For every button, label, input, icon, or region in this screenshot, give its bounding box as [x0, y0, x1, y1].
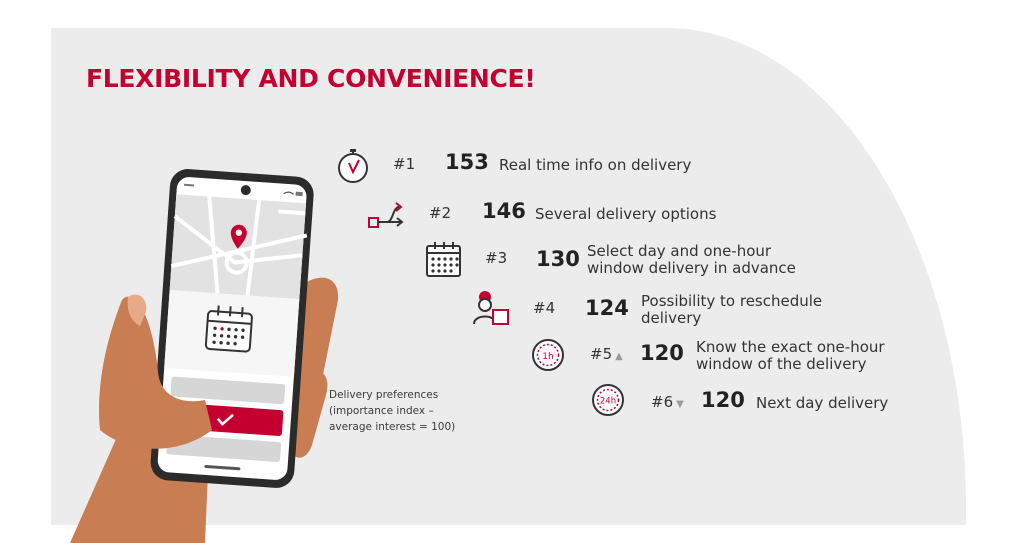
- preference-row: #3 130 Select day and one-hour window de…: [424, 240, 844, 280]
- score-value: 124: [585, 296, 629, 320]
- trend-up-icon: ▲: [615, 351, 623, 362]
- preference-label: Real time info on delivery: [499, 156, 692, 174]
- score-value: 120: [640, 341, 684, 365]
- rank-number: #5: [590, 345, 613, 363]
- rank-label: #1: [393, 155, 416, 173]
- page-title: FLEXIBILITY AND CONVENIENCE!: [86, 64, 536, 93]
- 24h-icon: 24h: [592, 384, 624, 416]
- courier-reschedule-icon: [473, 291, 509, 325]
- score-value: 120: [701, 388, 745, 412]
- score-value: 153: [445, 150, 489, 174]
- check-icon: [216, 413, 234, 426]
- rank-label: #5 ▲: [590, 345, 623, 363]
- one-hour-text: 1h: [542, 352, 553, 362]
- rank-label: #2: [429, 204, 452, 222]
- preference-label: Several delivery options: [535, 205, 717, 223]
- score-value: 146: [482, 199, 526, 223]
- preference-label: Select day and one-hour window delivery …: [587, 242, 796, 277]
- stopwatch-icon: [338, 149, 368, 183]
- preference-label: Possibility to reschedule delivery: [641, 292, 823, 327]
- preference-row: 24h #6 ▼ 120 Next day delivery: [589, 380, 919, 420]
- score-value: 130: [536, 247, 580, 271]
- calendar-icon: [426, 242, 461, 277]
- preference-row: #4 124 Possibility to reschedule deliver…: [472, 290, 892, 330]
- preference-row: 1h #5 ▲ 120 Know the exact one-hour windo…: [530, 336, 950, 376]
- rank-label: #4: [533, 299, 556, 317]
- one-hour-icon: 1h: [532, 339, 564, 371]
- preference-row: #2 146 Several delivery options: [367, 195, 767, 235]
- preference-row: #1 153 Real time info on delivery: [333, 146, 733, 186]
- rank-number: #6: [651, 393, 674, 411]
- rank-label: #6 ▼: [651, 393, 684, 411]
- calendar-icon: [204, 305, 253, 353]
- 24h-text: 24h: [600, 397, 616, 407]
- map-pin-icon: [230, 224, 247, 249]
- chart-note: Delivery preferences (importance index –…: [329, 389, 456, 433]
- preference-label: Know the exact one-hour window of the de…: [696, 338, 885, 373]
- trend-down-icon: ▼: [676, 399, 684, 410]
- route-options-icon: [368, 202, 404, 228]
- preference-label: Next day delivery: [756, 394, 889, 412]
- rank-label: #3: [485, 249, 508, 267]
